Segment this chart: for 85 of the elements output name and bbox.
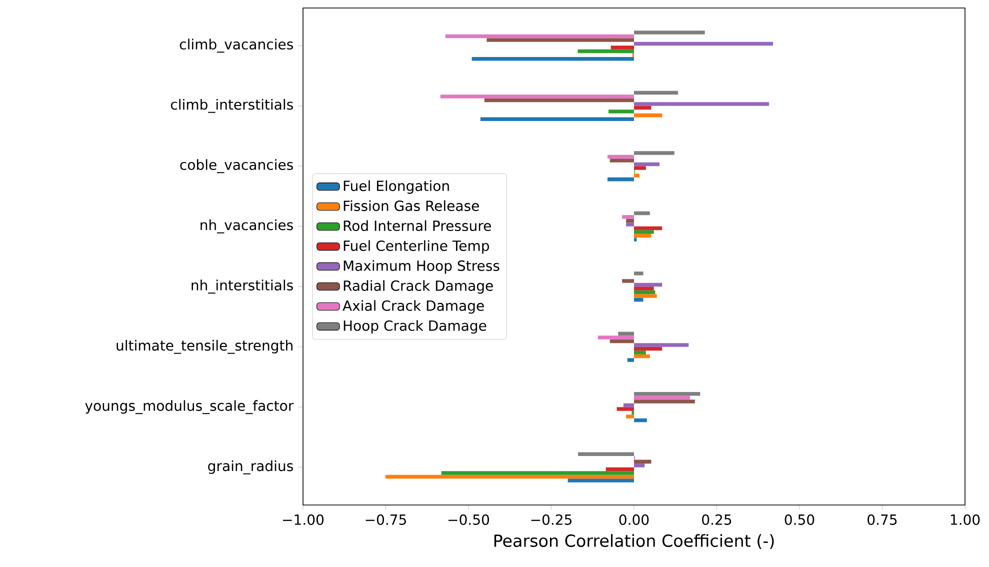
bar — [634, 294, 657, 298]
x-tick-label: 0.25 — [702, 514, 732, 525]
bar — [385, 474, 634, 479]
x-axis-title: Pearson Correlation Coefficient (-) — [494, 534, 774, 549]
bar — [634, 106, 652, 110]
x-tick-label: −0.25 — [531, 514, 572, 525]
x-tick-label: 0.75 — [868, 514, 897, 525]
bar — [634, 354, 650, 358]
bar — [634, 343, 689, 347]
bar — [480, 117, 634, 121]
bar — [634, 418, 647, 422]
bar — [634, 350, 646, 354]
bar — [634, 290, 656, 294]
legend-label: Radial Crack Damage — [344, 280, 493, 294]
bar — [634, 42, 774, 46]
bar — [634, 400, 695, 404]
bar — [622, 279, 634, 283]
legend-label: Hoop Crack Damage — [344, 320, 486, 334]
y-tick-label: nh_vacancies — [200, 219, 293, 234]
bar — [634, 230, 654, 234]
bar — [622, 215, 634, 219]
bar — [598, 336, 634, 340]
bar — [610, 339, 634, 344]
y-tick-label: grain_radius — [208, 460, 293, 474]
bar — [568, 478, 634, 482]
bar — [634, 286, 654, 290]
bar — [486, 38, 634, 42]
bar — [634, 211, 650, 216]
y-tick-label: ultimate_tensile_strength — [116, 340, 292, 354]
bar — [634, 30, 705, 34]
legend-label: Fuel Elongation — [344, 180, 449, 194]
bar — [610, 46, 634, 50]
bar — [626, 414, 634, 418]
legend-label: Fuel Centerline Temp — [344, 240, 489, 254]
y-tick-label: climb_vacancies — [180, 38, 293, 53]
x-tick-label: 0.50 — [784, 514, 814, 525]
y-tick-label: youngs_modulus_scale_factor — [85, 400, 294, 414]
bar — [440, 94, 634, 98]
bar — [634, 460, 652, 464]
x-tick-label: −0.50 — [448, 514, 490, 525]
bar — [608, 154, 634, 159]
x-tick-label: −1.00 — [283, 514, 324, 525]
bar — [616, 407, 634, 411]
bar — [484, 98, 634, 102]
bar — [634, 174, 640, 178]
legend-label: Axial Crack Damage — [342, 300, 484, 314]
bar — [634, 298, 644, 302]
bar — [626, 218, 634, 223]
bar — [623, 403, 634, 408]
bar — [608, 110, 634, 114]
bar — [608, 177, 634, 182]
bar — [634, 102, 770, 106]
x-tick-label: 1.00 — [950, 514, 980, 525]
y-tick-label: coble_vacancies — [180, 159, 293, 174]
bar — [634, 234, 652, 238]
bar — [634, 151, 674, 155]
bar — [445, 34, 634, 38]
bar — [634, 90, 678, 95]
bar — [634, 282, 662, 287]
x-tick-label: −0.75 — [366, 514, 406, 525]
y-tick-label: climb_interstitials — [170, 98, 293, 113]
bar — [618, 332, 634, 336]
bar — [634, 346, 662, 351]
bar — [634, 396, 690, 400]
bar — [634, 162, 660, 166]
bar — [578, 49, 634, 54]
legend-label: Rod Internal Pressure — [344, 220, 491, 232]
y-tick-label: nh_interstitials — [192, 280, 293, 294]
bar — [634, 113, 662, 118]
bar — [472, 56, 634, 61]
bar — [634, 272, 644, 276]
bar — [634, 464, 645, 468]
bar — [441, 471, 634, 475]
x-tick-label: 0.00 — [619, 514, 649, 525]
bar — [634, 166, 646, 170]
legend-label: Fission Gas Release — [344, 200, 479, 212]
bar — [626, 222, 634, 226]
bar — [606, 467, 634, 472]
legend-label: Maximum Hoop Stress — [344, 260, 500, 274]
bar — [634, 392, 700, 396]
bar — [610, 158, 634, 162]
bar — [578, 452, 634, 456]
bar — [634, 226, 662, 230]
bar — [634, 238, 637, 242]
bar — [627, 358, 634, 362]
